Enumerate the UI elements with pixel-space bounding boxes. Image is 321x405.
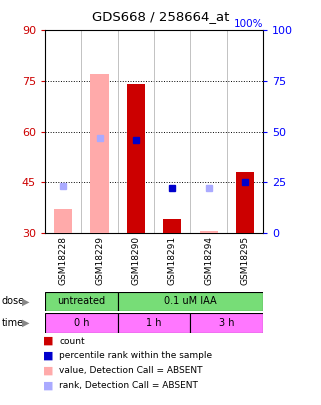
Text: ■: ■ [43, 351, 54, 361]
Text: 0 h: 0 h [74, 318, 89, 328]
Bar [200, 231, 218, 233]
Text: count: count [59, 337, 85, 345]
Text: rank, Detection Call = ABSENT: rank, Detection Call = ABSENT [59, 382, 198, 390]
Text: GDS668 / 258664_at: GDS668 / 258664_at [92, 10, 229, 23]
Text: 3 h: 3 h [219, 318, 235, 328]
Text: ■: ■ [43, 336, 54, 346]
Text: 100%: 100% [234, 19, 263, 30]
FancyBboxPatch shape [45, 313, 118, 333]
Text: ■: ■ [43, 366, 54, 376]
Bar [54, 209, 72, 233]
Text: time: time [2, 318, 24, 328]
FancyBboxPatch shape [45, 292, 118, 311]
Text: dose: dose [2, 296, 25, 306]
Bar [163, 220, 181, 233]
Text: untreated: untreated [57, 296, 105, 306]
FancyBboxPatch shape [118, 313, 190, 333]
Bar [91, 74, 108, 233]
Text: ▶: ▶ [22, 296, 29, 306]
Text: 1 h: 1 h [146, 318, 162, 328]
Text: 0.1 uM IAA: 0.1 uM IAA [164, 296, 217, 306]
FancyBboxPatch shape [190, 313, 263, 333]
FancyBboxPatch shape [118, 292, 263, 311]
Bar [236, 172, 254, 233]
Bar [127, 84, 145, 233]
Text: percentile rank within the sample: percentile rank within the sample [59, 352, 213, 360]
Text: value, Detection Call = ABSENT: value, Detection Call = ABSENT [59, 367, 203, 375]
Text: ■: ■ [43, 381, 54, 391]
Text: ▶: ▶ [22, 318, 29, 328]
